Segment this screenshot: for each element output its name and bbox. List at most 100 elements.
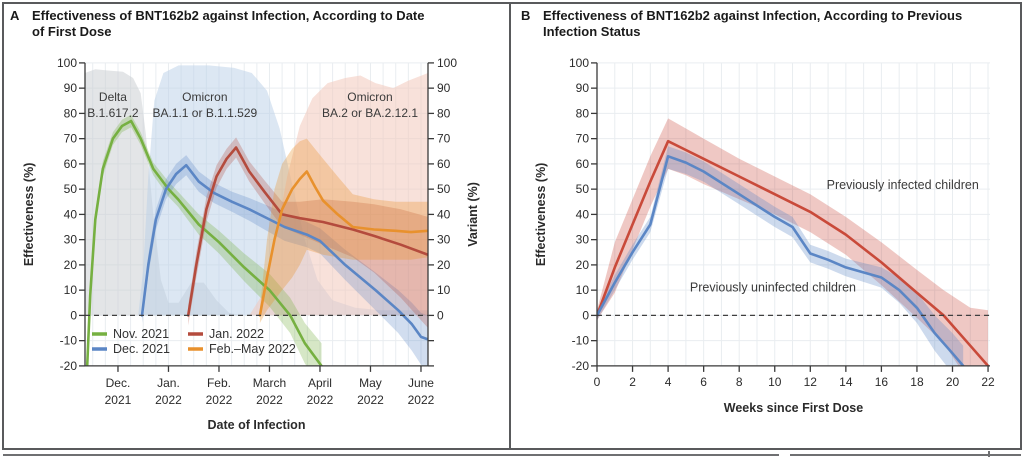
chart-panel-a: -20 -10 0 10 20 30 40 50 60 70 80 90 100 0 10 20 30 40 50 6… [22, 56, 480, 432]
y-tick-label: 70 [576, 132, 590, 146]
panel-a-title-text: Effectiveness of BNT162b2 against Infect… [32, 8, 425, 39]
y-tick-label-right: 90 [437, 81, 451, 95]
variant-label: BA.1.1 or B.1.1.529 [152, 106, 257, 120]
y-tick-label: 0 [70, 308, 77, 322]
x-tick-label: April [308, 376, 332, 390]
y-tick-label-right: 60 [437, 157, 451, 171]
figure-border [2, 2, 1022, 450]
y-tick-label: 90 [64, 81, 78, 95]
y-tick-label: 100 [57, 56, 77, 70]
y-tick-label-right: 50 [437, 182, 451, 196]
x-tick-label: 8 [736, 375, 743, 389]
variant-label: Omicron [347, 90, 392, 104]
y-tick-label: -20 [60, 359, 78, 373]
plot-area [85, 65, 428, 366]
y-tick-label: 40 [64, 207, 78, 221]
annotation: Previously uninfected children [690, 280, 856, 294]
y-tick-label: 100 [569, 56, 589, 70]
y-tick-label: 30 [64, 233, 78, 247]
y-tick-label: 20 [576, 258, 590, 272]
y-tick-label: 10 [576, 283, 590, 297]
x-tick-label: 2022 [206, 393, 233, 407]
x-tick-label: June [408, 376, 434, 390]
legend-label: Nov. 2021 [113, 327, 169, 341]
series-line [85, 119, 323, 366]
variant-region-omicron-ba1 [138, 65, 428, 316]
x-tick-label: 12 [804, 375, 818, 389]
variant-region-delta [85, 69, 242, 316]
tick-labels: -20 -10 0 10 20 30 40 50 60 70 80 90 100 0 2 4 6 8 10 12 14 1… [569, 56, 995, 389]
panel-a-title: A Effectiveness of BNT162b2 against Infe… [10, 8, 490, 40]
y-tick-label: -20 [572, 359, 590, 373]
y-tick-label: 70 [64, 132, 78, 146]
y-tick-label: 60 [576, 157, 590, 171]
y-tick-label: 60 [64, 157, 78, 171]
y-tick-label: 90 [576, 81, 590, 95]
y-tick-label-right: 0 [437, 308, 444, 322]
y-tick-label: 10 [64, 283, 78, 297]
ci-band [87, 114, 322, 366]
panel-b-title-text: Effectiveness of BNT162b2 against Infect… [543, 8, 963, 39]
next-row-top-border-right [790, 454, 1021, 456]
x-tick-label: 20 [946, 375, 960, 389]
series-line [597, 139, 990, 366]
y-tick-label: 50 [576, 182, 590, 196]
y-tick-label: 20 [64, 258, 78, 272]
y-tick-label: 50 [64, 182, 78, 196]
axes [79, 62, 434, 372]
y-tick-label-right: 70 [437, 132, 451, 146]
x-tick-label: 18 [910, 375, 924, 389]
ci-band [597, 118, 988, 366]
panel-b-label: B [521, 8, 531, 23]
x-tick-label: 10 [768, 375, 782, 389]
variant-label: Delta [99, 90, 127, 104]
legend-label: Dec. 2021 [113, 342, 170, 356]
y-axis-title-left: Effectiveness (%) [22, 163, 36, 267]
y-tick-label-right: 40 [437, 207, 451, 221]
y-tick-label-right: 10 [437, 283, 451, 297]
x-tick-label: 16 [875, 375, 889, 389]
series-line [186, 146, 428, 317]
y-tick-label: 80 [576, 106, 590, 120]
panel-divider [509, 2, 511, 450]
series-line [597, 155, 965, 366]
x-tick-label: March [253, 376, 286, 390]
x-tick-label: 22 [981, 375, 995, 389]
x-tick-label: 0 [594, 375, 601, 389]
legend-label: Jan. 2022 [209, 327, 264, 341]
next-row-divider-stub [988, 451, 990, 457]
variant-label: BA.2 or BA.2.12.1 [322, 106, 418, 120]
y-tick-label: 80 [64, 106, 78, 120]
series-line [258, 170, 428, 317]
series-line [140, 163, 428, 341]
y-tick-label: -10 [60, 334, 78, 348]
x-tick-label: Feb. [207, 376, 231, 390]
x-tick-label: 2021 [105, 393, 132, 407]
x-tick-label: May [359, 376, 382, 390]
x-tick-label: Dec. [106, 376, 131, 390]
y-axis-title-right: Variant (%) [466, 182, 480, 247]
variant-label: Omicron [182, 90, 227, 104]
y-tick-label-right: 80 [437, 106, 451, 120]
y-tick-label: 0 [582, 308, 589, 322]
y-tick-label: 40 [576, 207, 590, 221]
plot-area [597, 118, 990, 366]
ci-band [259, 138, 428, 323]
panel-a-label: A [10, 8, 20, 23]
x-tick-label: 6 [700, 375, 707, 389]
ci-band [142, 155, 428, 366]
y-tick-label: 30 [576, 233, 590, 247]
ci-band [188, 137, 428, 328]
legend-label: Feb.–May 2022 [209, 342, 296, 356]
y-tick-label-right: 100 [437, 56, 457, 70]
x-tick-label: 2022 [256, 393, 283, 407]
panel-b-title: B Effectiveness of BNT162b2 against Infe… [521, 8, 1001, 40]
x-axis-title: Weeks since First Dose [724, 401, 863, 415]
y-axis-title-left: Effectiveness (%) [534, 163, 548, 267]
x-tick-label: 4 [665, 375, 672, 389]
y-tick-label: -10 [572, 334, 590, 348]
x-tick-label: 2022 [357, 393, 384, 407]
x-axis-title: Date of Infection [208, 418, 306, 432]
